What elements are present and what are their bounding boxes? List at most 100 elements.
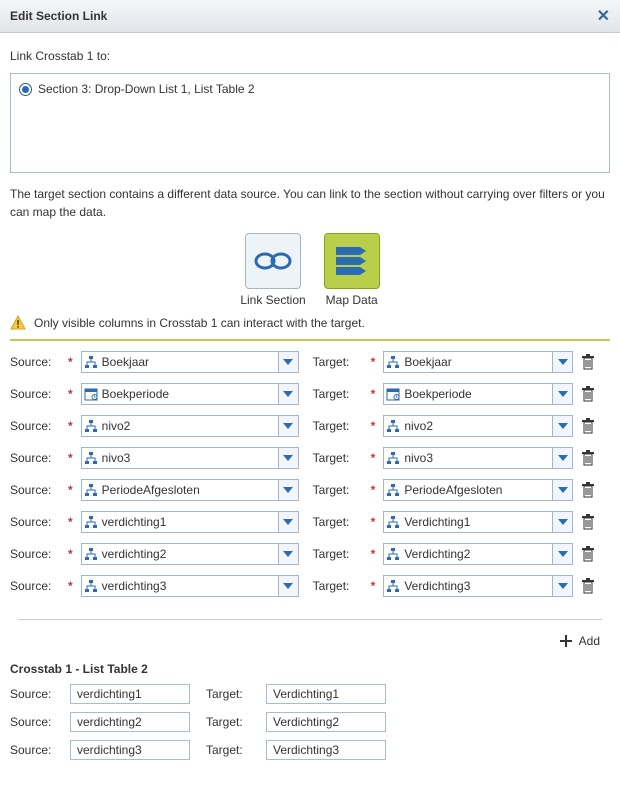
source-combo[interactable]: Boekjaar [81,351,299,373]
dropdown-icon[interactable] [552,384,572,404]
target-label: Target: [313,451,365,465]
delete-button[interactable] [579,546,597,562]
dropdown-icon[interactable] [552,480,572,500]
calendar-icon [82,387,100,401]
source-value: Boekjaar [100,355,278,369]
source-combo[interactable]: PeriodeAfgesloten [81,479,299,501]
source-label: Source: [10,355,62,369]
delete-button[interactable] [579,482,597,498]
add-button[interactable]: Add [559,634,600,648]
mapping-row: Source:*PeriodeAfgeslotenTarget:*Periode… [10,479,610,501]
radio-icon [19,83,32,96]
target-combo[interactable]: Verdichting2 [383,543,573,565]
source-label: Source: [10,579,62,593]
map-arrows-icon [332,243,372,279]
delete-button[interactable] [579,354,597,370]
source-input[interactable] [70,712,190,732]
source-input[interactable] [70,740,190,760]
source-combo[interactable]: verdichting3 [81,575,299,597]
target-combo[interactable]: Verdichting1 [383,511,573,533]
dropdown-icon[interactable] [552,544,572,564]
dropdown-icon[interactable] [278,384,298,404]
source-combo[interactable]: nivo2 [81,415,299,437]
dropdown-icon[interactable] [278,480,298,500]
source-label: Source: [10,715,62,729]
target-label: Target: [206,743,258,757]
source-value: nivo2 [100,419,278,433]
sub-mapping-row: Source:Target: [10,712,610,732]
required-asterisk: * [371,579,376,593]
source-value: verdichting2 [100,547,278,561]
dropdown-icon[interactable] [552,512,572,532]
source-value: Boekperiode [100,387,278,401]
required-asterisk: * [371,547,376,561]
hierarchy-icon [384,483,402,497]
dropdown-icon[interactable] [278,352,298,372]
hierarchy-icon [82,355,100,369]
section-option[interactable]: Section 3: Drop-Down List 1, List Table … [19,82,601,96]
dropdown-icon[interactable] [278,448,298,468]
source-combo[interactable]: nivo3 [81,447,299,469]
target-value: Boekperiode [402,387,552,401]
dropdown-icon[interactable] [552,448,572,468]
dropdown-icon[interactable] [278,576,298,596]
target-combo[interactable]: nivo3 [383,447,573,469]
source-label: Source: [10,515,62,529]
target-value: Verdichting3 [402,579,552,593]
target-combo[interactable]: Boekjaar [383,351,573,373]
target-combo[interactable]: PeriodeAfgesloten [383,479,573,501]
required-asterisk: * [68,355,73,369]
link-section-button[interactable]: Link Section [240,233,305,307]
source-combo[interactable]: verdichting1 [81,511,299,533]
dropdown-icon[interactable] [552,576,572,596]
source-label: Source: [10,687,62,701]
hierarchy-icon [82,547,100,561]
mapping-row: Source:*verdichting1Target:*Verdichting1 [10,511,610,533]
source-combo[interactable]: Boekperiode [81,383,299,405]
delete-button[interactable] [579,514,597,530]
required-asterisk: * [68,579,73,593]
required-asterisk: * [68,515,73,529]
required-asterisk: * [68,547,73,561]
dropdown-icon[interactable] [278,544,298,564]
delete-button[interactable] [579,578,597,594]
required-asterisk: * [371,451,376,465]
map-data-button[interactable]: Map Data [324,233,380,307]
close-icon[interactable]: ✕ [597,6,610,26]
sub-section-title: Crosstab 1 - List Table 2 [10,662,610,676]
delete-button[interactable] [579,386,597,402]
source-combo[interactable]: verdichting2 [81,543,299,565]
source-value: nivo3 [100,451,278,465]
source-label: Source: [10,483,62,497]
dropdown-icon[interactable] [552,352,572,372]
hierarchy-icon [384,419,402,433]
delete-button[interactable] [579,418,597,434]
target-combo[interactable]: Boekperiode [383,383,573,405]
target-input[interactable] [266,740,386,760]
delete-button[interactable] [579,450,597,466]
mapping-row: Source:*verdichting2Target:*Verdichting2 [10,543,610,565]
target-label: Target: [313,355,365,369]
dialog-titlebar: Edit Section Link ✕ [0,0,620,33]
target-value: nivo2 [402,419,552,433]
hierarchy-icon [384,355,402,369]
source-label: Source: [10,419,62,433]
section-option-label: Section 3: Drop-Down List 1, List Table … [38,82,255,96]
required-asterisk: * [68,451,73,465]
required-asterisk: * [68,387,73,401]
section-select-box: Section 3: Drop-Down List 1, List Table … [10,73,610,173]
required-asterisk: * [371,483,376,497]
dropdown-icon[interactable] [278,512,298,532]
dropdown-icon[interactable] [552,416,572,436]
target-input[interactable] [266,684,386,704]
source-value: PeriodeAfgesloten [100,483,278,497]
hint-text: The target section contains a different … [10,185,610,221]
target-value: nivo3 [402,451,552,465]
dropdown-icon[interactable] [278,416,298,436]
hierarchy-icon [82,579,100,593]
target-label: Target: [313,515,365,529]
source-input[interactable] [70,684,190,704]
target-combo[interactable]: Verdichting3 [383,575,573,597]
target-combo[interactable]: nivo2 [383,415,573,437]
target-input[interactable] [266,712,386,732]
